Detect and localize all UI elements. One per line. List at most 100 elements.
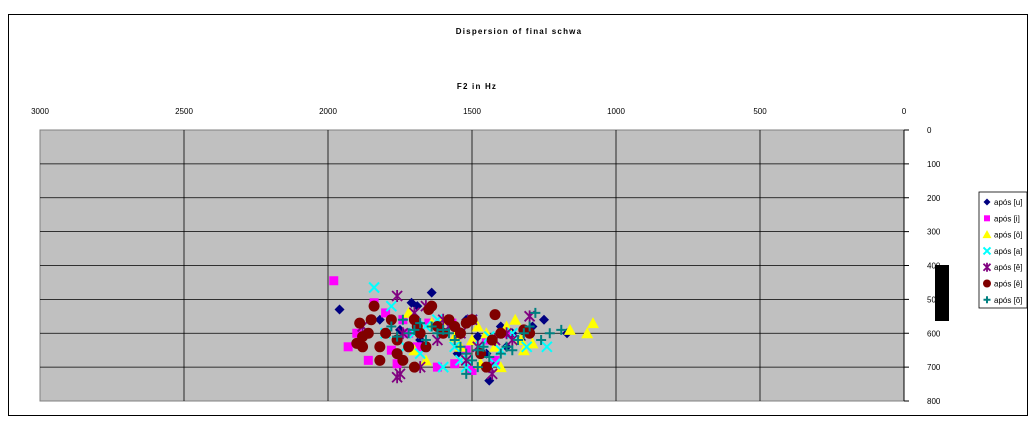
data-point-series-2 — [392, 359, 402, 369]
data-point-series-7 — [513, 335, 524, 346]
data-point-series-7 — [461, 368, 472, 379]
data-point-series-7 — [484, 351, 495, 362]
data-point-series-2 — [381, 308, 391, 318]
data-point-series-6 — [374, 354, 386, 366]
x-tick-label: 2500 — [175, 107, 193, 116]
data-point-series-7 — [397, 314, 408, 325]
legend-label: após [a] — [994, 247, 1022, 256]
data-point-series-2 — [386, 345, 396, 355]
data-point-series-2 — [467, 366, 477, 376]
data-point-series-7 — [432, 328, 443, 339]
data-point-series-3 — [526, 337, 539, 349]
data-point-series-7 — [501, 341, 512, 352]
data-point-series-5 — [391, 371, 403, 384]
data-point-series-4 — [385, 300, 398, 312]
data-point-series-3 — [581, 327, 594, 339]
data-point-series-3 — [494, 361, 507, 373]
data-point-series-2 — [490, 355, 500, 365]
data-point-series-6 — [489, 309, 501, 321]
data-point-series-7 — [443, 328, 454, 339]
data-point-series-6 — [426, 300, 438, 312]
y-tick-label: 100 — [927, 160, 941, 169]
legend-marker — [982, 246, 992, 256]
data-point-series-3 — [489, 340, 502, 352]
data-point-series-7 — [467, 355, 477, 366]
data-point-series-4 — [541, 341, 553, 353]
data-point-series-7 — [386, 321, 397, 332]
legend-label: após [õ] — [994, 296, 1022, 305]
data-point-series-7 — [472, 345, 483, 356]
data-point-series-1 — [426, 287, 437, 298]
data-point-series-7 — [392, 331, 403, 342]
data-point-series-4 — [449, 341, 461, 353]
data-point-series-7 — [438, 324, 449, 335]
data-point-series-6 — [368, 300, 380, 312]
legend-marker — [983, 296, 991, 304]
data-point-series-7 — [544, 328, 555, 339]
data-point-series-3 — [563, 323, 576, 335]
data-point-series-7 — [495, 348, 506, 359]
x-tick-label: 1500 — [463, 107, 481, 116]
data-point-series-1 — [334, 304, 345, 315]
data-point-series-3 — [408, 344, 421, 356]
data-point-series-6 — [354, 317, 366, 329]
data-point-series-7 — [420, 335, 431, 346]
data-point-series-7 — [461, 348, 472, 359]
data-point-series-7 — [415, 318, 426, 329]
data-point-series-6 — [408, 361, 420, 373]
x-tick-label: 0 — [902, 107, 907, 116]
legend-label: após [i] — [994, 214, 1020, 223]
chart-title: Dispersion of final schwa — [456, 27, 582, 36]
data-point-series-6 — [486, 334, 498, 346]
y-tick-label: 600 — [927, 329, 941, 338]
axes: 3000 2500 2000 1500 1000 500 0 0 100 200 300 400 500… — [31, 107, 941, 406]
data-points — [329, 276, 599, 386]
data-point-series-6 — [480, 361, 492, 373]
data-point-series-7 — [556, 324, 567, 335]
data-point-series-6 — [380, 327, 392, 339]
legend-marker — [983, 198, 991, 206]
data-point-series-1 — [472, 331, 483, 342]
legend-marker — [983, 279, 991, 288]
legend-label: após [ê] — [994, 263, 1022, 272]
x-tick-label: 500 — [753, 107, 767, 116]
data-point-series-2 — [363, 355, 373, 365]
data-point-series-2 — [432, 362, 442, 372]
scatter-chart: Dispersion of final schwa F2 in Hz 3000 2… — [31, 27, 1027, 406]
legend-label: após [ô] — [994, 231, 1022, 240]
data-point-series-7 — [507, 345, 518, 356]
data-point-series-6 — [385, 314, 397, 326]
data-point-series-6 — [374, 341, 386, 353]
y-tick-label: 0 — [927, 126, 932, 135]
data-point-series-2 — [329, 276, 339, 286]
data-point-series-6 — [391, 348, 403, 360]
data-point-series-5 — [506, 334, 518, 347]
data-point-series-4 — [521, 341, 533, 353]
data-point-series-7 — [426, 321, 437, 332]
data-point-series-5 — [391, 289, 403, 302]
x-tick-label: 1000 — [607, 107, 625, 116]
data-point-series-6 — [365, 314, 377, 326]
data-point-series-3 — [466, 334, 478, 346]
data-point-series-6 — [357, 331, 369, 343]
y-tick-label: 200 — [927, 194, 941, 203]
data-point-series-7 — [536, 335, 547, 346]
data-point-series-6 — [420, 341, 432, 353]
data-point-series-7 — [472, 362, 483, 373]
data-point-series-7 — [530, 307, 541, 318]
data-point-series-7 — [524, 321, 535, 332]
data-point-series-4 — [437, 361, 449, 373]
data-point-series-6 — [403, 341, 415, 353]
data-point-series-6 — [454, 327, 466, 339]
legend-marker — [984, 215, 990, 222]
y-tick-label: 700 — [927, 363, 941, 372]
data-point-series-7 — [449, 335, 460, 346]
data-point-series-6 — [495, 327, 507, 339]
data-point-series-6 — [466, 314, 478, 326]
data-point-series-2 — [450, 359, 460, 369]
scrollbar-thumb[interactable] — [935, 265, 949, 321]
legend-marker — [982, 262, 992, 272]
legend-label: após [ê] — [994, 280, 1022, 289]
y-tick-label: 400 — [927, 262, 941, 271]
data-point-series-2 — [352, 328, 362, 338]
